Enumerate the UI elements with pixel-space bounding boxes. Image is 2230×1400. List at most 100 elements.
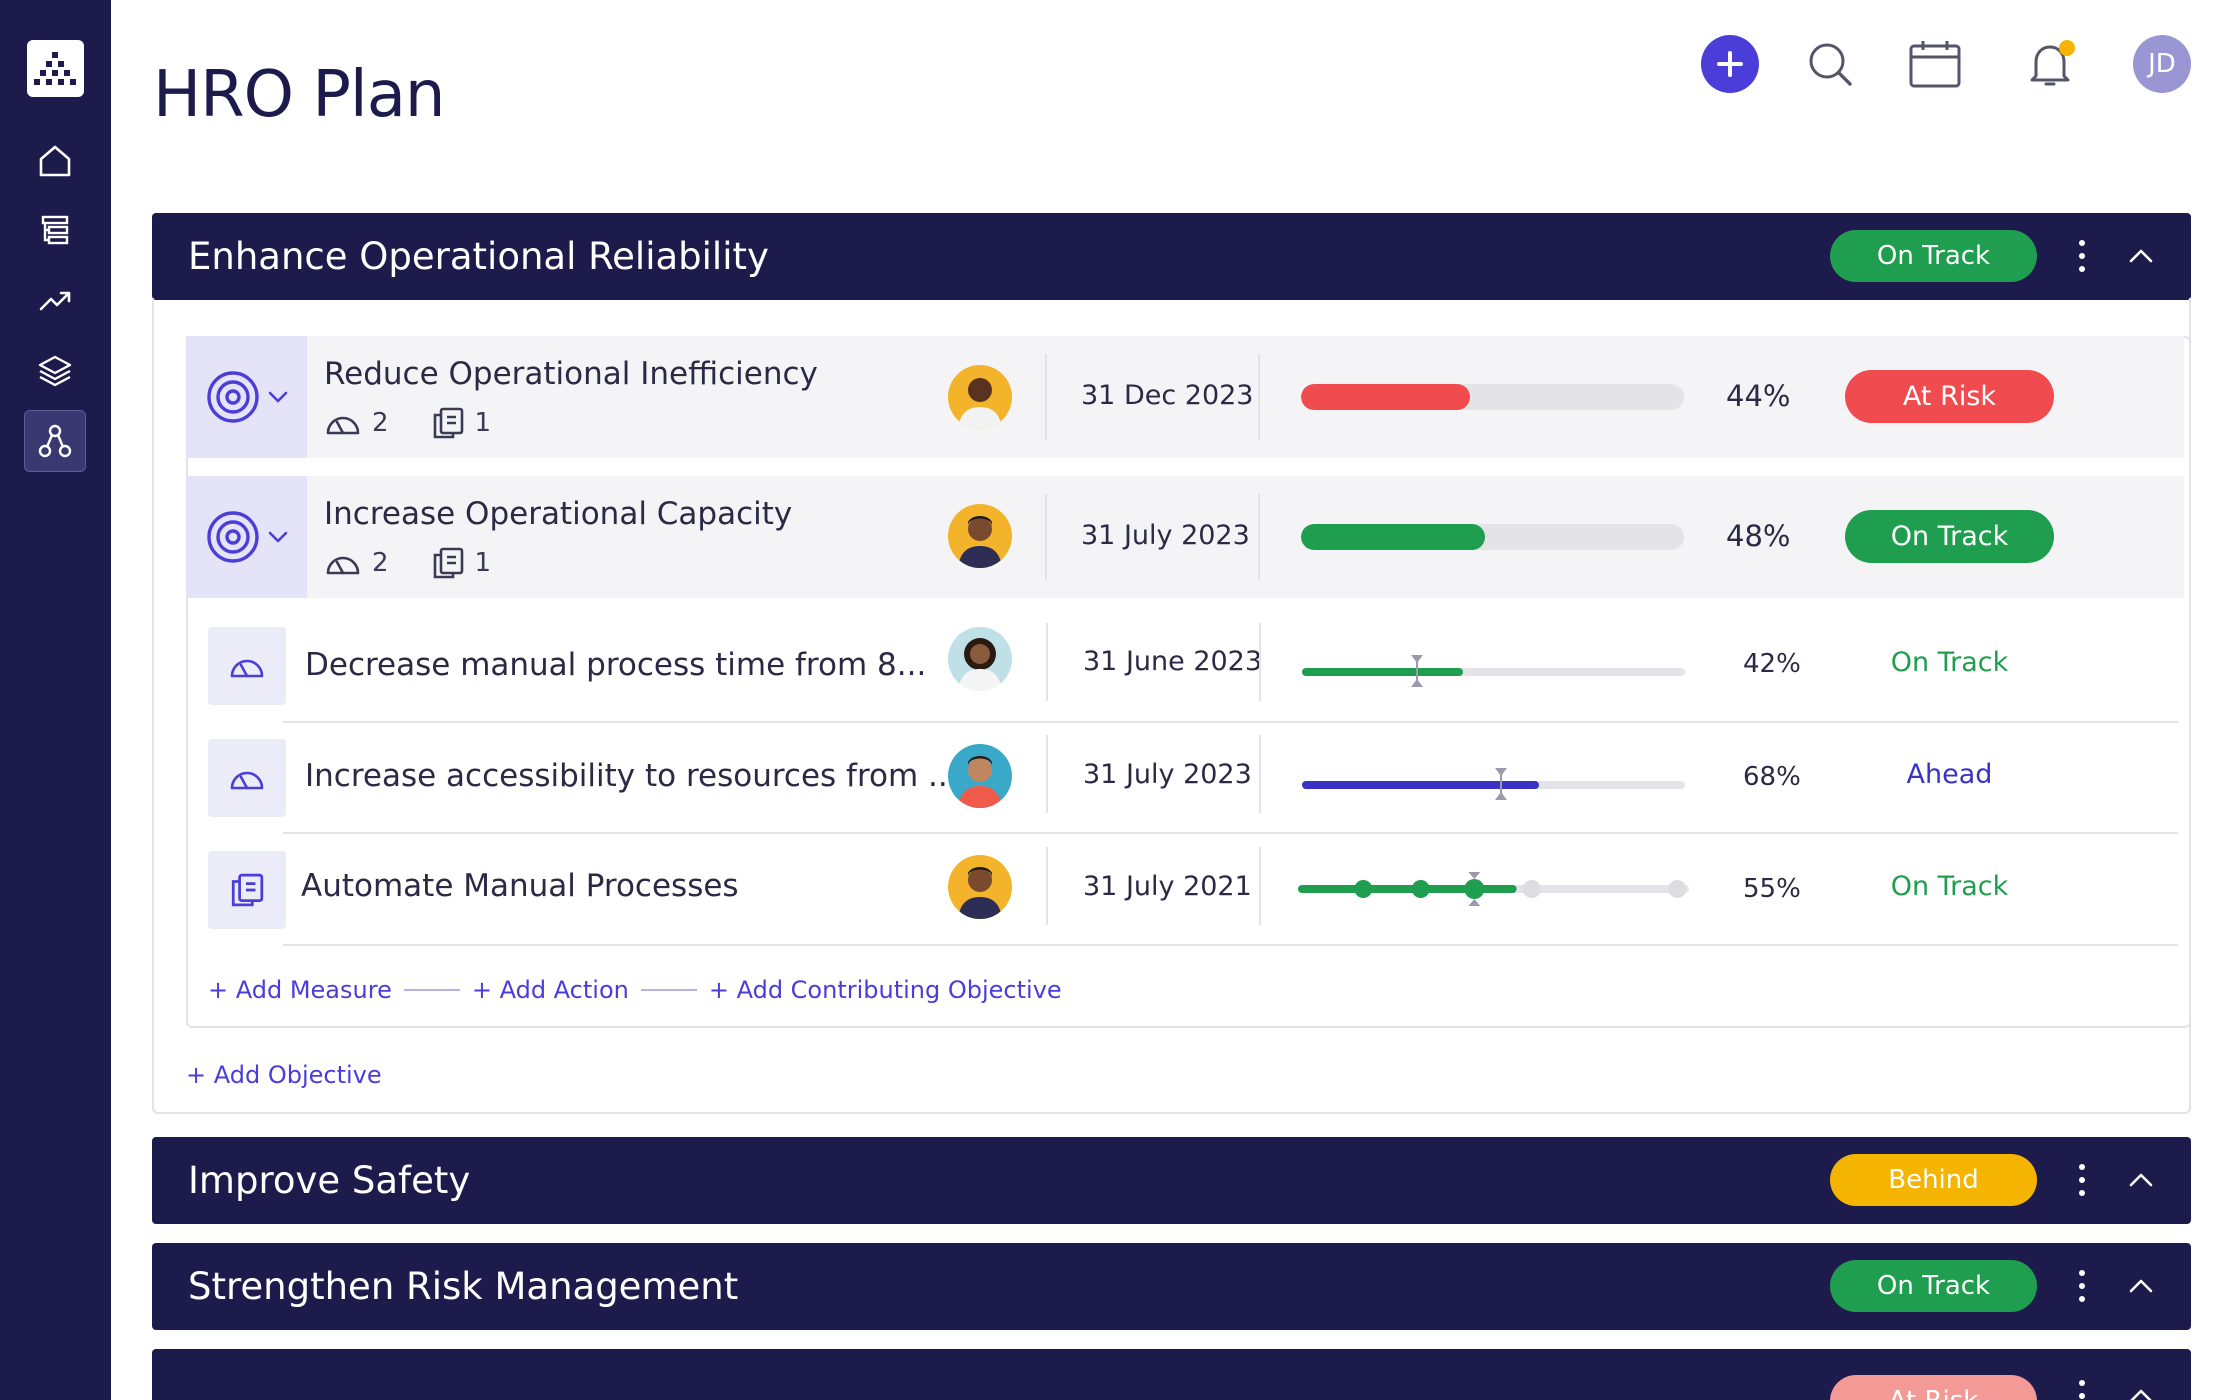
gauge-icon [326,416,360,435]
actions-icon [231,873,264,907]
target-marker [1410,655,1423,687]
progress-bar [1302,668,1685,676]
progress-bar [1302,781,1685,789]
goal-header[interactable]: Improve Safety Behind [152,1137,2191,1224]
avatar[interactable] [948,744,1012,808]
goal-menu-button[interactable] [2072,235,2092,277]
objective-row[interactable]: Reduce Operational Inefficiency 2 1 31 D… [186,336,2184,458]
progress-percent: 55% [1743,874,1801,904]
collapse-button[interactable] [2124,1379,2158,1400]
gauge-icon [230,771,264,790]
actions-icon [433,547,463,579]
action-count: 1 [474,548,492,578]
milestone-dot [1668,880,1687,898]
objective-expand-toggle[interactable] [186,336,307,458]
objective-status-badge[interactable]: On Track [1845,510,2054,563]
measure-count: 2 [372,548,389,578]
collapse-button[interactable] [2124,1269,2158,1303]
due-date: 31 July 2023 [1081,520,1250,551]
key-result-title[interactable]: Decrease manual process time from 8... [305,647,927,683]
avatar[interactable] [948,627,1012,691]
sidebar-item-analytics[interactable] [24,270,86,332]
goal-header[interactable]: At Risk [152,1349,2191,1400]
sidebar-item-hierarchy[interactable] [24,410,86,472]
divider [1046,847,1048,925]
sidebar-item-plans[interactable] [24,200,86,262]
divider [1259,735,1261,813]
key-result-status[interactable]: On Track [1890,647,2009,678]
goal-header[interactable]: Strengthen Risk Management On Track [152,1243,2191,1330]
chevron-up-icon [2129,1173,2153,1187]
add-measure-link[interactable]: + Add Measure [208,976,392,1004]
row-divider [283,721,2178,723]
progress-percent: 42% [1743,649,1801,679]
divider [1045,354,1047,440]
chevron-up-icon [2129,249,2153,263]
home-icon [39,145,71,177]
add-contributing-objective-link[interactable]: + Add Contributing Objective [708,976,1062,1004]
due-date: 31 June 2023 [1083,646,1263,677]
action-count: 1 [474,408,492,438]
objective-title: Reduce Operational Inefficiency [324,356,818,392]
app-logo[interactable] [27,40,84,97]
target-marker [1495,768,1508,800]
progress-fill [1301,384,1470,410]
divider [1258,354,1260,440]
trending-up-icon [39,291,71,311]
sidebar-item-layers[interactable] [24,340,86,402]
person-avatar-icon [958,378,1002,429]
goal-menu-button[interactable] [2072,1265,2092,1307]
goal-status-badge: Behind [1830,1154,2037,1206]
objective-expand-toggle[interactable] [186,476,307,598]
add-circle [1701,35,1759,93]
key-result-status[interactable]: Ahead [1906,759,1993,790]
due-date: 31 Dec 2023 [1081,380,1254,411]
add-action-link[interactable]: + Add Action [471,976,629,1004]
key-result-title[interactable]: Automate Manual Processes [301,868,739,904]
avatar[interactable] [948,855,1012,919]
key-result-status[interactable]: On Track [1890,871,2009,902]
search-button[interactable] [1800,34,1860,94]
divider [1258,494,1260,580]
target-icon [206,371,259,423]
progress-percent: 44% [1726,379,1791,413]
hierarchy-icon [38,424,72,458]
goal-menu-button[interactable] [2072,1159,2092,1201]
person-avatar-icon [958,756,1002,808]
goal-header[interactable]: Enhance Operational Reliability On Track [152,213,2191,300]
progress-percent: 68% [1743,762,1801,792]
progress-fill [1301,524,1485,550]
gauge-icon [230,659,264,678]
goal-status-badge: At Risk [1830,1375,2037,1400]
avatar[interactable] [948,365,1012,429]
list-tree-icon [41,215,69,245]
avatar[interactable] [948,504,1012,568]
objective-status-badge[interactable]: At Risk [1845,370,2054,423]
goal-title: Strengthen Risk Management [188,1265,739,1308]
progress-percent: 48% [1726,519,1791,553]
person-avatar-icon [958,638,1002,691]
person-avatar-icon [958,516,1002,568]
collapse-button[interactable] [2124,239,2158,273]
sidebar-item-home[interactable] [24,130,86,192]
divider [1045,494,1047,580]
divider [1259,847,1261,925]
progress-fill [1302,781,1540,789]
milestone-dot [1522,880,1541,898]
add-button[interactable] [1700,34,1760,94]
objective-title: Increase Operational Capacity [324,496,793,532]
measure-type-icon-box [208,739,286,817]
plus-icon [1717,51,1743,77]
key-result-title[interactable]: Increase accessibility to resources from… [305,758,958,794]
user-menu[interactable]: JD [2132,34,2192,94]
goal-menu-button[interactable] [2072,1375,2092,1400]
collapse-button[interactable] [2124,1163,2158,1197]
objective-row[interactable]: Increase Operational Capacity 2 1 31 Jul… [186,476,2184,598]
divider [1046,735,1048,813]
calendar-button[interactable] [1903,34,1967,94]
notifications-button[interactable] [2020,34,2084,94]
measure-type-icon-box [208,627,286,705]
milestone-progress [1298,872,1689,906]
layers-icon [38,355,72,387]
add-objective-link[interactable]: + Add Objective [186,1061,382,1089]
